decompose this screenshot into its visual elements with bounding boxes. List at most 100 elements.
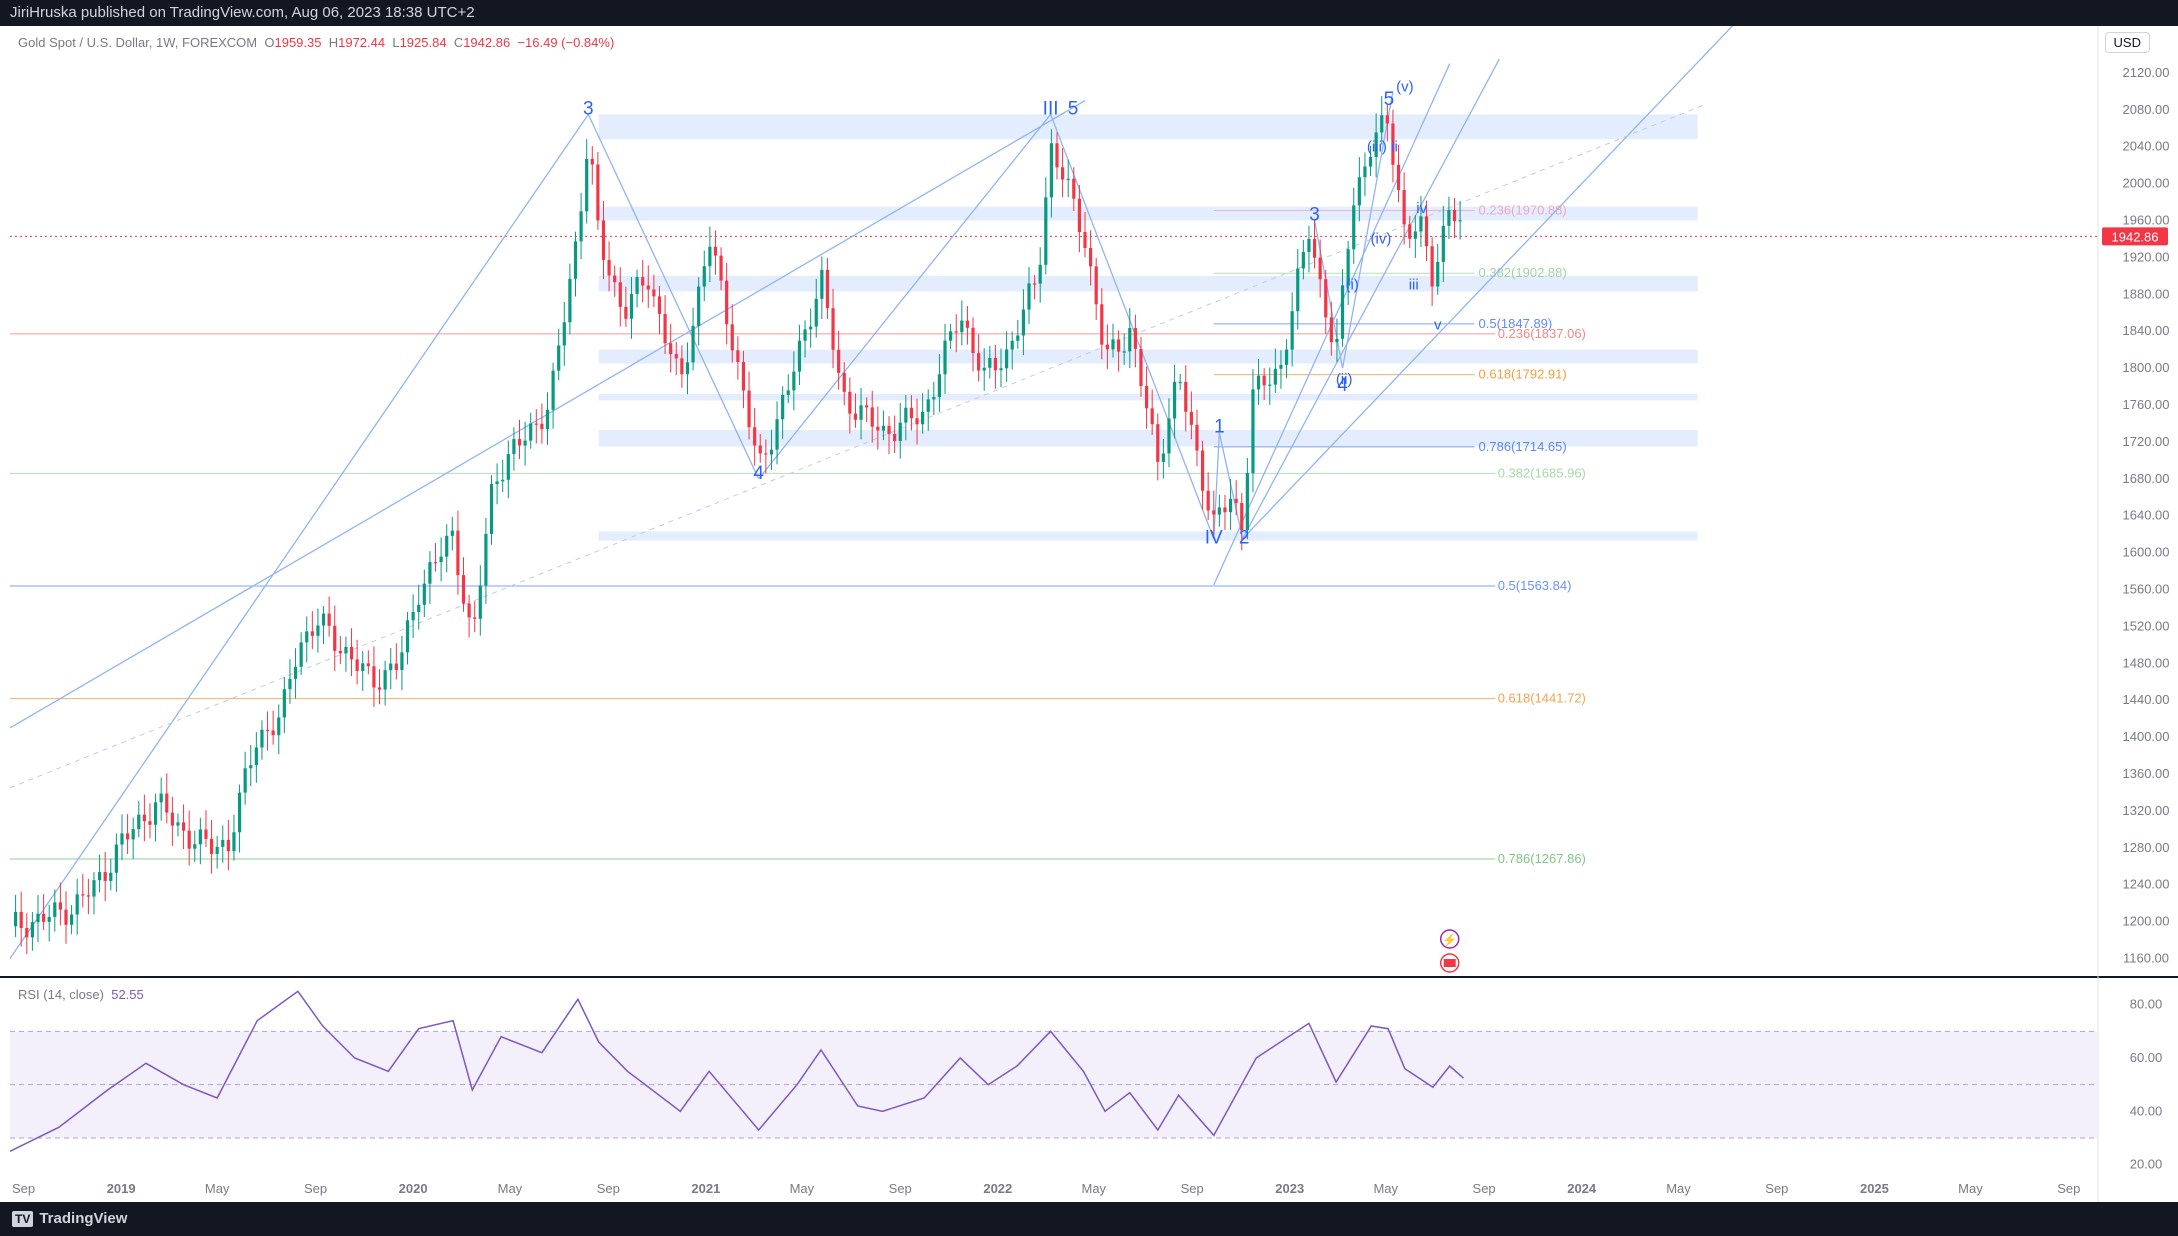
candle-body bbox=[1189, 411, 1193, 425]
candle-body bbox=[993, 357, 998, 371]
candle-body bbox=[1150, 408, 1154, 425]
candle-body bbox=[893, 433, 897, 441]
candle-body bbox=[573, 241, 578, 279]
candle-body bbox=[47, 916, 51, 922]
price-chart[interactable]: 0.236(1837.06) 0.382(1685.96) 0.5(1563.84)… bbox=[0, 26, 2178, 1202]
wave-label-7: 3 bbox=[1309, 205, 1320, 226]
trendline-7 bbox=[1242, 26, 1734, 540]
tradingview-logo[interactable]: TV TradingView bbox=[12, 1202, 127, 1236]
candle-body bbox=[730, 324, 734, 351]
wave-label-15: (ii) bbox=[1336, 371, 1353, 388]
candle-body bbox=[977, 353, 981, 371]
candle-body bbox=[1156, 424, 1160, 462]
candle-body bbox=[221, 839, 225, 847]
candle-body bbox=[1240, 502, 1244, 530]
fib-long-label-0: 0.236(1837.06) bbox=[1498, 326, 1586, 341]
candle-body bbox=[551, 370, 555, 410]
candle-body bbox=[512, 439, 516, 455]
candle-body bbox=[624, 306, 628, 319]
candle-body bbox=[81, 894, 85, 896]
price-axis-bg bbox=[2098, 26, 2178, 1202]
wave-label-11: (iii) bbox=[1367, 138, 1387, 155]
candle-body bbox=[1447, 210, 1451, 226]
fib-long-label-3: 0.618(1441.72) bbox=[1498, 691, 1586, 706]
candle-body bbox=[848, 391, 852, 414]
candle-body bbox=[1060, 167, 1065, 180]
low-label: L bbox=[392, 35, 400, 50]
candle-body bbox=[1049, 143, 1053, 198]
candle-body bbox=[355, 659, 359, 671]
time-tick-13: 2023 bbox=[1275, 1181, 1304, 1196]
candle-body bbox=[254, 747, 258, 766]
currency-button[interactable]: USD bbox=[2104, 32, 2150, 53]
candle-body bbox=[859, 405, 863, 420]
fib-long-label-4: 0.786(1267.86) bbox=[1498, 851, 1586, 866]
candle-body bbox=[1088, 248, 1093, 267]
time-tick-19: 2025 bbox=[1860, 1181, 1889, 1196]
candle-body bbox=[1066, 178, 1070, 180]
candle-body bbox=[618, 282, 622, 307]
symbol-legend: Gold Spot / U.S. Dollar, 1W, FOREXCOM O1… bbox=[18, 35, 614, 50]
candle-body bbox=[215, 846, 219, 854]
candle-body bbox=[932, 397, 936, 400]
time-tick-4: 2020 bbox=[399, 1181, 428, 1196]
tradingview-brand: TradingView bbox=[39, 1210, 128, 1227]
candle-body bbox=[1391, 123, 1395, 165]
candle-body bbox=[719, 255, 723, 281]
candle-body bbox=[1312, 238, 1317, 258]
candle-body bbox=[1318, 257, 1322, 280]
wave-label-6: 2 bbox=[1239, 527, 1250, 548]
rsi-name: RSI (14, close) bbox=[18, 987, 104, 1002]
candle-body bbox=[1251, 389, 1255, 474]
candle-body bbox=[439, 556, 443, 563]
candle-body bbox=[321, 613, 326, 626]
chart-area[interactable]: 0.236(1837.06) 0.382(1685.96) 0.5(1563.84)… bbox=[0, 26, 2178, 1202]
candle-body bbox=[422, 583, 426, 605]
candle-body bbox=[557, 345, 561, 371]
high-label: H bbox=[328, 35, 339, 50]
candle-body bbox=[159, 793, 163, 803]
rsi-value: 52.55 bbox=[111, 987, 144, 1002]
rsi-tick-1: 40.00 bbox=[2130, 1103, 2163, 1118]
candle-body bbox=[36, 913, 40, 923]
candle-body bbox=[607, 260, 611, 276]
candle-body bbox=[887, 425, 891, 434]
candle-body bbox=[75, 894, 79, 915]
time-tick-14: May bbox=[1373, 1181, 1398, 1196]
candle-body bbox=[674, 354, 678, 359]
rsi-line bbox=[9, 990, 1464, 1152]
candle-body bbox=[506, 454, 510, 480]
candle-body bbox=[288, 678, 292, 690]
candle-body bbox=[1380, 115, 1384, 133]
candle-body bbox=[842, 372, 846, 392]
price-tick-7: 1440.00 bbox=[2123, 692, 2170, 707]
candle-body bbox=[646, 285, 650, 290]
candle-body bbox=[814, 298, 818, 327]
candle-body bbox=[999, 368, 1003, 371]
candle-body bbox=[204, 829, 208, 839]
time-tick-3: Sep bbox=[304, 1181, 327, 1196]
time-tick-8: May bbox=[790, 1181, 815, 1196]
candle-body bbox=[1419, 216, 1423, 232]
candle-body bbox=[853, 413, 858, 420]
candle-body bbox=[467, 603, 471, 618]
candle-body bbox=[915, 418, 919, 425]
candle-body bbox=[361, 663, 365, 671]
resistance-zone-6 bbox=[598, 531, 1698, 541]
candle-body bbox=[1005, 349, 1009, 369]
candle-body bbox=[1021, 309, 1026, 336]
candle-body bbox=[781, 394, 785, 420]
candle-body bbox=[86, 895, 90, 897]
candle-body bbox=[58, 902, 62, 910]
candle-body bbox=[1256, 375, 1261, 390]
candle-body bbox=[271, 730, 275, 736]
candle-body bbox=[1368, 157, 1373, 167]
candle-body bbox=[635, 277, 639, 294]
candle-body bbox=[1430, 246, 1434, 287]
candle-body bbox=[545, 409, 550, 430]
time-tick-12: Sep bbox=[1181, 1181, 1204, 1196]
candle-body bbox=[131, 829, 135, 840]
price-tick-11: 1600.00 bbox=[2123, 545, 2170, 560]
candle-body bbox=[64, 909, 68, 925]
time-tick-6: Sep bbox=[597, 1181, 620, 1196]
